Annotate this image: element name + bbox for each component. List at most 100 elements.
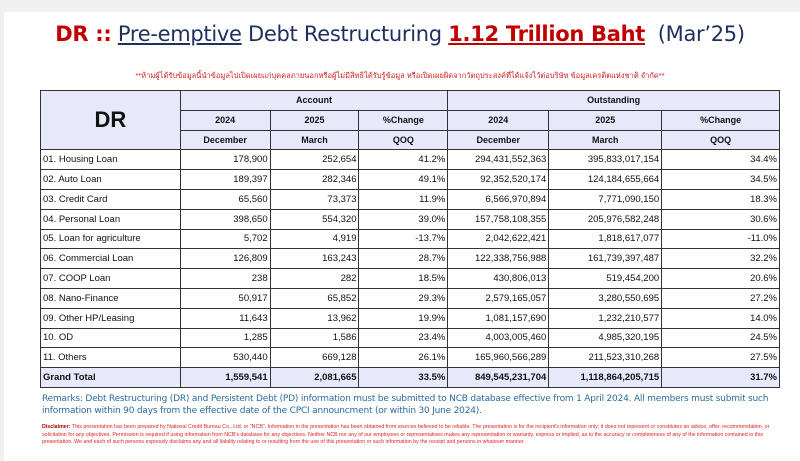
table-cell: 1,232,210,577: [548, 307, 663, 329]
title-prefix: DR ::: [55, 22, 112, 46]
table-cell: 126,809: [179, 248, 271, 270]
row-label: 07. COOP Loan: [40, 268, 181, 289]
year-header: 2024: [179, 109, 271, 131]
title-period: (Mar’25): [657, 22, 745, 46]
disclaimer-text: This presentation has been prepared by N…: [42, 424, 770, 445]
table-cell: 554,320: [269, 208, 360, 230]
table-cell: -11.0%: [661, 228, 780, 250]
group-outstanding: Outstanding: [447, 90, 780, 111]
title-middle: Debt Restructuring: [248, 22, 442, 46]
table-cell: 669,128: [269, 347, 360, 369]
row-label: 09. Other HP/Leasing: [40, 307, 181, 329]
group-account: Account: [179, 90, 449, 111]
total-cell: 33.5%: [358, 367, 449, 388]
table-row: 11. Others 530,440 669,128 26.1% 165,960,566…: [40, 347, 780, 369]
table-cell: 65,852: [269, 287, 360, 309]
table-cell: 26.1%: [358, 347, 449, 369]
row-label: 04. Personal Loan: [40, 208, 181, 230]
table-cell: 165,960,566,289: [447, 347, 550, 369]
table-cell: 282: [269, 268, 360, 289]
corner-header: DR: [40, 89, 181, 151]
row-label: 03. Credit Card: [40, 188, 181, 210]
total-label: Grand Total: [40, 367, 181, 388]
table-cell: 29.3%: [358, 287, 449, 309]
table-cell: 1,081,157,690: [447, 307, 550, 329]
table-cell: 41.2%: [358, 149, 449, 171]
table-cell: 189,397: [179, 169, 271, 190]
month-header: December: [447, 129, 550, 151]
table-cell: 530,440: [179, 347, 271, 369]
month-header: QOQ: [661, 129, 780, 151]
row-label: 11. Others: [40, 347, 181, 369]
disclaimer: Disclaimer: This presentation has been p…: [42, 424, 782, 447]
table-cell: 11,643: [179, 307, 271, 329]
table-cell: 395,833,017,154: [548, 149, 663, 171]
table-row: 07. COOP Loan 238 282 18.5% 430,806,013 519,4…: [40, 268, 780, 289]
grand-total-row: Grand Total 1,559,541 2,081,665 33.5% 849,54…: [40, 367, 780, 388]
table-cell: 23.4%: [358, 327, 449, 349]
month-header: March: [269, 129, 360, 151]
table-cell: 282,346: [269, 169, 360, 190]
year-header: 2024: [447, 109, 550, 131]
table-cell: 19.9%: [358, 307, 449, 329]
table-cell: 1,285: [179, 327, 271, 349]
table-cell: 27.2%: [661, 287, 780, 309]
table-cell: 20.6%: [661, 268, 780, 289]
table-cell: 1,818,617,077: [548, 228, 663, 250]
total-cell: 2,081,665: [269, 367, 360, 388]
year-header: 2025: [269, 109, 360, 131]
table-cell: 238: [179, 268, 271, 289]
table-cell: 30.6%: [661, 208, 780, 230]
table-row: 02. Auto Loan 189,397 282,346 49.1% 92,352,5…: [40, 169, 780, 190]
table-cell: 28.7%: [358, 248, 449, 270]
table-cell: 519,454,200: [548, 268, 663, 289]
row-label: 10. OD: [40, 327, 181, 349]
table-cell: 7,771,090,150: [548, 188, 663, 210]
table-cell: 73,373: [269, 188, 360, 210]
table-cell: 6,566,970,894: [447, 188, 550, 210]
table-cell: 3,280,550,695: [548, 287, 663, 309]
table-cell: 178,900: [179, 149, 271, 171]
table-cell: 205,976,582,248: [548, 208, 663, 230]
table-cell: 4,003,005,460: [447, 327, 550, 349]
row-label: 05. Loan for agriculture: [40, 228, 181, 250]
table-cell: 1,586: [269, 327, 360, 349]
table-cell: 34.5%: [661, 169, 780, 190]
table-cell: 34.4%: [661, 149, 780, 171]
table-cell: 18.3%: [661, 188, 780, 210]
row-label: 01. Housing Loan: [40, 149, 181, 171]
table-cell: 49.1%: [358, 169, 449, 190]
year-header: %Change: [661, 109, 780, 131]
table-row: 01. Housing Loan 178,900 252,654 41.2% 294,4…: [40, 149, 780, 171]
year-header: %Change: [358, 109, 449, 131]
table-cell: 163,243: [269, 248, 360, 270]
table-cell: 92,352,520,174: [447, 169, 550, 190]
table-cell: 32.2%: [661, 248, 780, 270]
table-cell: 4,985,320,195: [548, 327, 663, 349]
table-cell: 11.9%: [358, 188, 449, 210]
table-cell: 5,702: [179, 228, 271, 250]
title-preemptive: Pre-emptive: [117, 22, 242, 46]
table-cell: 124,184,655,664: [548, 169, 663, 190]
table-cell: 39.0%: [358, 208, 449, 230]
table-cell: -13.7%: [358, 228, 449, 250]
month-header: December: [179, 129, 271, 151]
table-row: 09. Other HP/Leasing 11,643 13,962 19.9% 1,0…: [40, 307, 780, 329]
row-label: 02. Auto Loan: [40, 169, 181, 190]
title-amount: 1.12 Trillion Baht: [448, 22, 645, 46]
table-row: 08. Nano-Finance 50,917 65,852 29.3% 2,579,1…: [40, 287, 780, 309]
confidentiality-notice: **ห้ามผู้ได้รับข้อมูลนี้นำข้อมูลไปเปิดเผ…: [135, 71, 665, 80]
table-row: 04. Personal Loan 398,650 554,320 39.0% 157,…: [40, 208, 780, 230]
table-cell: 27.5%: [661, 347, 780, 369]
row-label: 06. Commercial Loan: [40, 248, 181, 270]
remarks: Remarks: Debt Restructuring (DR) and Per…: [42, 394, 769, 416]
total-cell: 1,118,864,205,715: [548, 367, 663, 388]
table-cell: 50,917: [179, 287, 271, 309]
year-header: 2025: [548, 109, 663, 131]
table-cell: 398,650: [179, 208, 271, 230]
table-cell: 294,431,552,363: [447, 149, 550, 171]
disclaimer-label: Disclaimer:: [42, 424, 71, 430]
page-title: DR :: Pre-emptive Debt Restructuring 1.1…: [0, 22, 800, 46]
table-cell: 430,806,013: [447, 268, 550, 289]
table-row: 03. Credit Card 65,560 73,373 11.9% 6,566,97…: [40, 188, 780, 210]
